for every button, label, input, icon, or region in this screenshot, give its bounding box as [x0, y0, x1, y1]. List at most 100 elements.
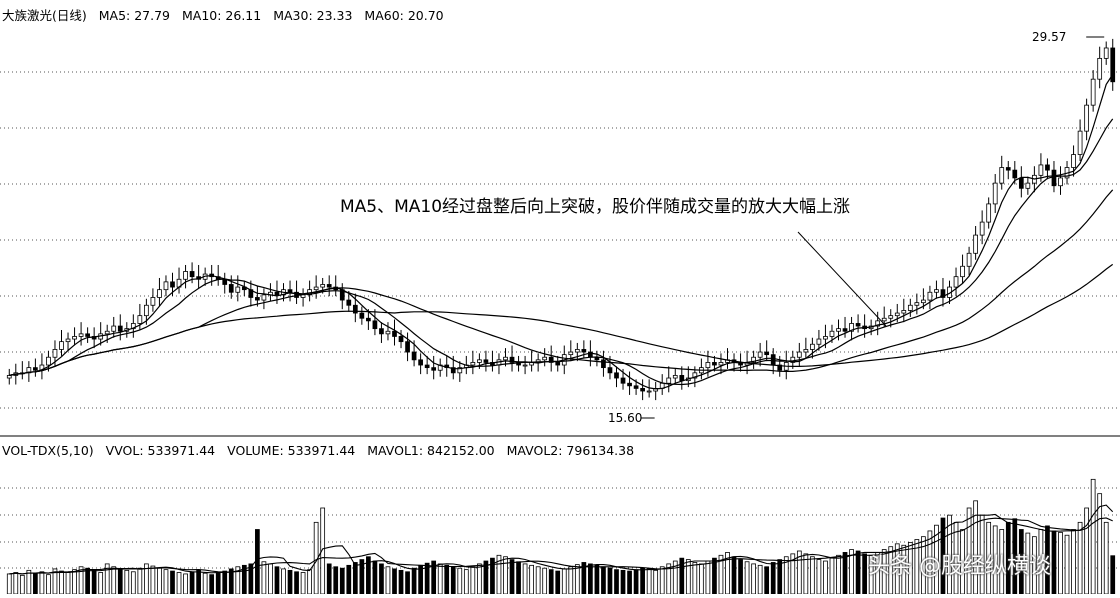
chart-title: 大族激光(日线): [2, 8, 87, 23]
volume-bar: [111, 566, 117, 595]
candle-body: [1005, 167, 1011, 171]
candle-body: [522, 364, 528, 367]
volume-bar: [561, 568, 567, 595]
volume-bar: [633, 569, 639, 595]
candle-body: [287, 289, 293, 293]
candle-body: [274, 291, 280, 296]
annotation-text: MA5、MA10经过盘整后向上突破，股价伴随成交量的放大大幅上涨: [340, 197, 851, 217]
volume-bar: [842, 552, 848, 595]
volume-bar: [1071, 529, 1076, 595]
candle-body: [65, 338, 71, 343]
candle-body: [111, 325, 117, 332]
volume-bar: [1077, 521, 1083, 595]
candle-body: [1097, 57, 1103, 80]
candle-body: [424, 364, 430, 369]
candle-body: [457, 367, 463, 374]
volume-bar: [477, 563, 482, 595]
candle-body: [796, 351, 802, 358]
candle-body: [320, 284, 326, 288]
volume-bar: [91, 569, 97, 595]
candle-body: [359, 312, 365, 319]
candle-body: [921, 299, 926, 304]
volume-bar: [1090, 478, 1096, 595]
volume-bar: [59, 570, 64, 595]
volume-bar: [457, 567, 463, 595]
volume-bar: [601, 566, 606, 595]
ma5-line: [9, 74, 1114, 390]
volume-bar: [1058, 531, 1063, 595]
volume-bar: [712, 557, 717, 595]
candle-body: [875, 320, 881, 327]
annotation-pointer: [797, 231, 887, 327]
volume-bar: [405, 571, 410, 595]
candle-body: [542, 356, 548, 361]
vvol-value: VVOL: 533971.44: [105, 443, 216, 458]
candle-body: [601, 359, 606, 369]
candle-body: [555, 362, 561, 366]
ma60-line: [9, 263, 1114, 376]
candle-body: [940, 289, 946, 298]
volume-bar: [588, 563, 593, 595]
volume-bar: [1084, 507, 1089, 595]
volume-bar: [98, 572, 104, 595]
candle-body: [640, 388, 645, 392]
volume-bar: [274, 566, 280, 595]
candle-body: [144, 304, 149, 317]
ma30-value: MA30: 23.33: [273, 8, 353, 23]
volume-bar: [1110, 555, 1116, 595]
candle-body: [313, 286, 319, 291]
volume-bar: [757, 564, 763, 595]
volume-bar: [659, 566, 665, 595]
volume-bar: [19, 574, 25, 595]
candle-body: [927, 291, 933, 301]
candle-body: [888, 315, 894, 319]
candle-body: [1071, 154, 1076, 168]
candle-body: [1025, 182, 1031, 189]
volume-bar: [855, 550, 861, 595]
volume-bar: [281, 568, 286, 595]
volume-bar: [594, 564, 600, 595]
volume-header: VOL-TDX(5,10) VVOL: 533971.44 VOLUME: 53…: [2, 443, 642, 458]
volume-bar: [202, 572, 208, 595]
volume-bar: [823, 560, 828, 595]
candle-body: [881, 317, 887, 322]
candle-body: [157, 289, 162, 298]
volume-bar: [209, 574, 215, 595]
volume-bar: [810, 556, 815, 595]
candle-body: [163, 281, 169, 291]
volume-bar: [751, 563, 756, 595]
volume-bar: [411, 567, 417, 595]
volume-bar: [692, 562, 698, 595]
volume-bar: [607, 567, 613, 595]
candle-body: [470, 362, 476, 366]
candle-body: [934, 289, 939, 293]
candle-body: [666, 377, 672, 384]
volume-bar: [339, 567, 345, 595]
volume-bar: [215, 572, 221, 595]
volume-bar: [333, 566, 339, 595]
volume-bar: [829, 557, 835, 595]
candle-body: [627, 382, 632, 387]
candle-body: [346, 299, 352, 306]
candle-body: [548, 356, 554, 363]
volume-bar: [392, 568, 397, 595]
low-price-label: 15.60: [608, 411, 643, 425]
ma10-line: [9, 118, 1114, 386]
volume-bar: [39, 571, 45, 595]
volume-bar: [470, 566, 476, 595]
candle-body: [189, 271, 195, 278]
volume-bar: [640, 567, 645, 595]
candle-body: [646, 390, 652, 393]
volume-bar: [6, 573, 12, 595]
volume-bar: [196, 569, 201, 595]
candle-body: [973, 234, 978, 254]
candle-body: [692, 372, 698, 379]
ma5-value: MA5: 27.79: [98, 8, 171, 23]
candle-body: [137, 315, 143, 324]
candle-body: [855, 323, 861, 327]
candle-body: [810, 343, 815, 350]
candle-body: [1077, 130, 1083, 155]
candle-body: [901, 310, 907, 314]
